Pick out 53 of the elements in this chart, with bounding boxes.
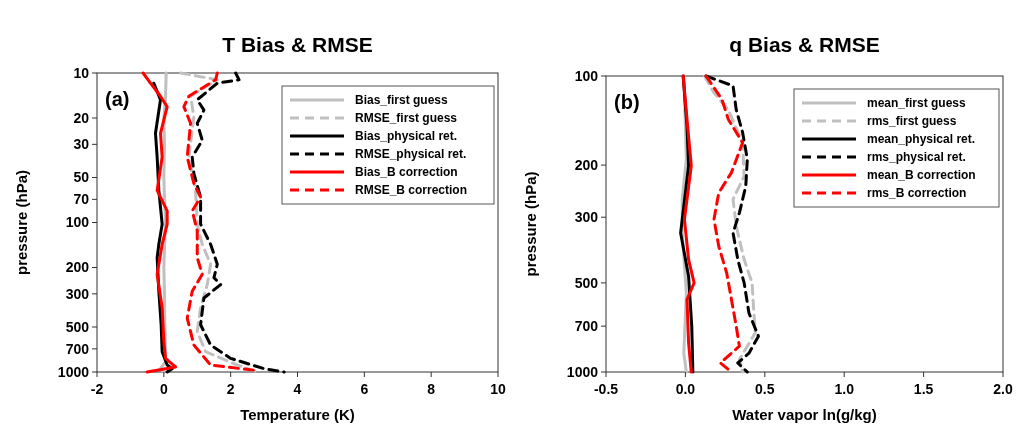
- line-series: [141, 71, 178, 374]
- y-axis-title: pressure (hPa): [522, 171, 539, 277]
- x-tick-label: 8: [427, 381, 436, 397]
- legend-label: mean_first guess: [867, 96, 967, 111]
- x-tick-label: 1.0: [834, 381, 855, 397]
- y-tick-label: 1000: [566, 363, 599, 380]
- legend-label: mean_physical ret.: [867, 132, 976, 147]
- legend-label: RMSE_first guess: [355, 111, 458, 126]
- y-tick-label: 10: [73, 64, 90, 81]
- x-tick-label: 0: [159, 381, 168, 397]
- y-tick-label: 300: [65, 285, 90, 302]
- x-tick-label: 0.0: [675, 381, 696, 397]
- x-tick-label: -2: [90, 381, 104, 397]
- x-tick-label: 0.5: [755, 381, 775, 397]
- y-tick-label: 500: [574, 274, 599, 291]
- y-tick-label: 20: [73, 109, 90, 126]
- line-series: [704, 74, 745, 374]
- x-tick-label: 2.0: [993, 381, 1013, 397]
- y-tick-label: 50: [73, 169, 90, 186]
- line-series: [190, 71, 286, 374]
- x-axis-title: Water vapor ln(g/kg): [732, 406, 877, 423]
- x-tick-label: 1.5: [913, 381, 934, 397]
- annotation: (b): [614, 91, 640, 113]
- legend-label: RMSE_physical ret.: [355, 147, 467, 162]
- y-tick-label: 700: [574, 318, 599, 335]
- legend-label: Bias_B correction: [355, 165, 458, 180]
- y-tick-label: 300: [574, 209, 599, 226]
- y-tick-label: 70: [73, 191, 90, 208]
- legend-label: rms_first guess: [867, 114, 957, 129]
- y-tick-label: 500: [65, 318, 90, 335]
- chart-title: q Bias & RMSE: [729, 33, 880, 56]
- x-axis-title: Temperature (K): [240, 406, 355, 423]
- chart-title: T Bias & RMSE: [222, 33, 373, 56]
- x-tick-label: 4: [293, 381, 302, 397]
- legend-label: mean_B correction: [867, 168, 976, 183]
- y-tick-label: 1000: [57, 363, 90, 380]
- y-tick-label: 100: [65, 214, 90, 231]
- y-tick-label: 700: [65, 340, 90, 357]
- legend-label: Bias_first guess: [355, 93, 449, 108]
- legend-label: rms_physical ret.: [867, 150, 966, 165]
- annotation: (a): [105, 88, 130, 110]
- legend-label: Bias_physical ret.: [355, 129, 458, 144]
- y-tick-label: 200: [65, 259, 90, 276]
- x-tick-label: 2: [226, 381, 235, 397]
- y-tick-label: 200: [574, 157, 599, 173]
- legend-label: RMSE_B correction: [355, 183, 468, 198]
- x-tick-label: 10: [490, 381, 506, 397]
- y-tick-label: 100: [574, 67, 599, 84]
- y-tick-label: 30: [73, 136, 90, 153]
- x-tick-label: -0.5: [593, 381, 619, 397]
- x-tick-label: 6: [360, 381, 369, 397]
- y-axis-title: pressure (hPa): [13, 169, 30, 276]
- legend-label: rms_B correction: [867, 186, 967, 201]
